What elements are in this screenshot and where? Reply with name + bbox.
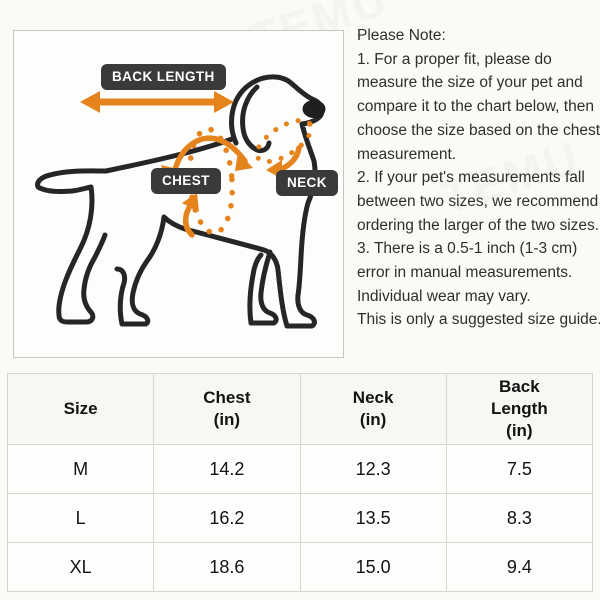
note-line: choose the size based on the chest: [357, 121, 600, 139]
note-line: compare it to the chart below, then: [357, 98, 594, 116]
header-neck: Neck (in): [299, 373, 447, 445]
cell-back-length: 9.4: [445, 542, 594, 592]
note-line: error in manual measurements.: [357, 264, 573, 282]
note-line: 3. There is a 0.5-1 inch (1-3 cm): [357, 240, 578, 258]
chest-bottom-arc-head: [182, 193, 199, 212]
cell-size: L: [6, 493, 155, 543]
table-row-m: M 14.2 12.3 7.5: [6, 444, 594, 494]
note-line: ordering the larger of the two sizes.: [357, 216, 600, 234]
header-back-length-label: Back Length: [491, 377, 548, 419]
cell-size: XL: [6, 542, 155, 592]
note-line: measure the size of your pet and: [357, 74, 583, 92]
cell-chest: 16.2: [153, 493, 301, 543]
note-line: 2. If your pet's measurements fall: [357, 169, 585, 187]
header-chest-label: Chest: [203, 388, 251, 408]
neck-tag: NECK: [276, 170, 338, 196]
note-line: measurement.: [357, 145, 457, 163]
header-chest: Chest (in): [153, 373, 301, 445]
note-line: between two sizes, we recommend: [357, 192, 599, 210]
table-row-l: L 16.2 13.5 8.3: [6, 493, 594, 543]
size-table: Size Chest (in) Neck (in) Back Length (i…: [6, 373, 594, 592]
arrow-left-head: [80, 91, 100, 113]
header-size-label: Size: [63, 399, 98, 419]
neck-girth-dashed-ellipse: [254, 117, 314, 165]
cell-neck: 15.0: [299, 542, 447, 592]
cell-neck: 13.5: [299, 493, 447, 543]
chest-arc-head-right: [235, 152, 253, 171]
dog-outline: [35, 74, 325, 329]
back-length-tag: BACK LENGTH: [101, 64, 226, 90]
header-neck-label: Neck: [352, 388, 394, 408]
chest-bottom-arc: [182, 200, 195, 238]
size-table-header-row: Size Chest (in) Neck (in) Back Length (i…: [6, 373, 594, 445]
cell-back-length: 7.5: [445, 444, 594, 494]
chest-tag: CHEST: [151, 168, 221, 194]
header-size: Size: [6, 373, 155, 445]
cell-size: M: [6, 444, 155, 494]
arrow-right-head: [214, 91, 234, 113]
note-section: Please Note: 1. For a proper fit, please…: [357, 24, 600, 332]
header-back-length-unit: (in): [506, 420, 533, 440]
cell-neck: 12.3: [299, 444, 447, 494]
note-title: Please Note:: [357, 27, 446, 44]
header-chest-unit: (in): [213, 410, 241, 429]
header-neck-unit: (in): [359, 410, 387, 429]
dog-measurement-diagram: BACK LENGTH CHEST NECK: [13, 30, 344, 358]
cell-chest: 14.2: [153, 444, 301, 494]
note-line: This is only a suggested size guide.: [357, 311, 600, 329]
measurement-arrows: [80, 91, 314, 238]
cell-chest: 18.6: [153, 542, 301, 592]
table-row-xl: XL 18.6 15.0 9.4: [6, 542, 594, 592]
dog-nose: [302, 100, 326, 118]
cell-back-length: 8.3: [445, 493, 594, 543]
note-line: 1. For a proper fit, please do: [357, 50, 552, 68]
note-line: Individual wear may vary.: [357, 287, 531, 305]
header-back-length: Back Length (in): [445, 373, 594, 445]
